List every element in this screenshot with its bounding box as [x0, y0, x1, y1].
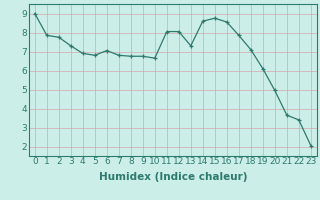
X-axis label: Humidex (Indice chaleur): Humidex (Indice chaleur) [99, 172, 247, 182]
